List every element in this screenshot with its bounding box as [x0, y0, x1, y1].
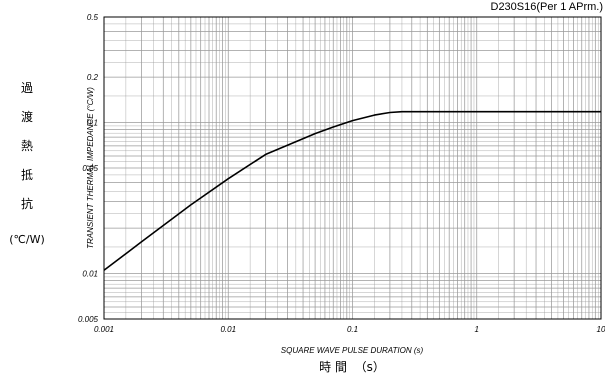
y-tick-label: 0.5 [87, 13, 99, 22]
y-axis-title: TRANSIENT THERMAL IMPEDANCE (°C/W) [86, 87, 95, 249]
x-axis-title: SQUARE WAVE PULSE DURATION (s) [281, 346, 424, 355]
y-tick-labels: 0.5 0.2 0.1 0.05 0.01 0.005 [78, 13, 99, 324]
y-tick-label: 0.05 [82, 164, 98, 173]
y-axis-title-jp-char: 抗 [21, 196, 33, 211]
x-tick-labels: 0.001 0.01 0.1 1 10 [94, 325, 605, 334]
y-axis-title-jp-char: 渡 [21, 109, 33, 124]
y-tick-label: 0.005 [78, 315, 99, 324]
series-layer [103, 110, 601, 271]
y-axis-title-jp-char: 抵 [21, 168, 33, 182]
y-axis-unit-jp: (℃/W) [9, 233, 45, 246]
x-tick-label: 0.01 [220, 325, 236, 334]
x-tick-label: 10 [597, 325, 605, 334]
plot-frame [103, 16, 602, 320]
x-tick-label: 0.1 [347, 325, 358, 334]
x-tick-label: 1 [475, 325, 479, 334]
y-tick-label: 0.1 [87, 119, 98, 128]
series-line [103, 110, 601, 271]
x-axis-title-jp: 時 間 （s） [319, 360, 385, 374]
grid [104, 17, 601, 319]
y-axis-title-jp-char: 熱 [21, 139, 33, 153]
y-tick-label: 0.01 [82, 270, 98, 279]
part-label: D230S16(Per 1 APrm.) [491, 1, 604, 13]
y-tick-label: 0.2 [87, 73, 99, 82]
x-tick-label: 0.001 [94, 325, 114, 334]
y-axis-title-jp-char: 過 [21, 81, 33, 95]
